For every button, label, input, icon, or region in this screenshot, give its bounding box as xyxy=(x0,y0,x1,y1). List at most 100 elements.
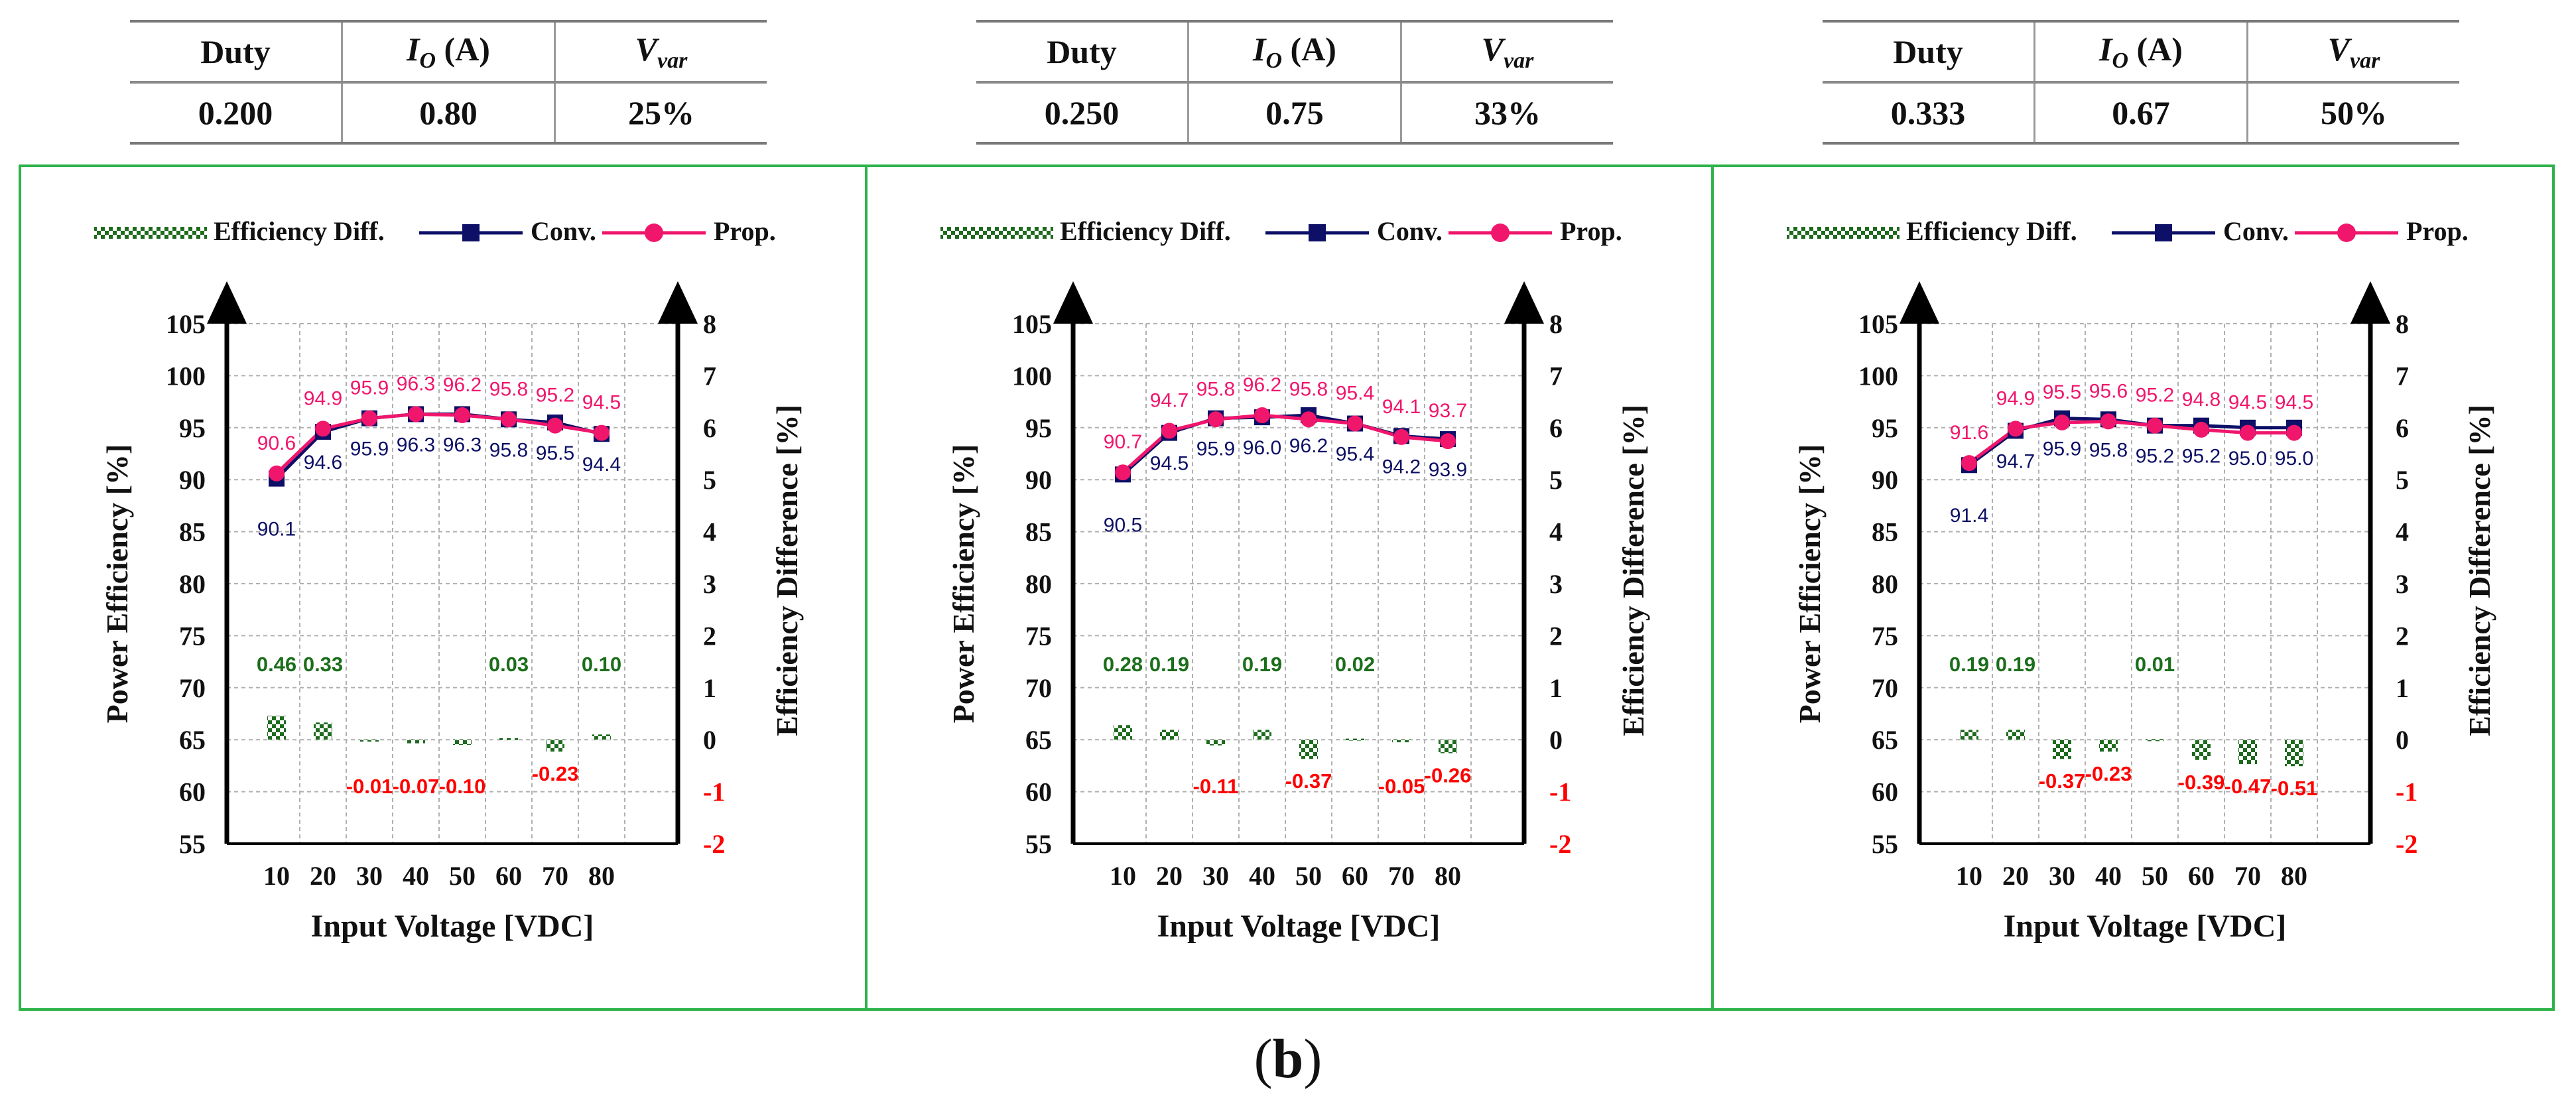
conv-data-label: 95.9 xyxy=(350,438,389,460)
prop-point xyxy=(2286,424,2302,441)
parameter-table-3: Duty IO (A) Vvar 0.333 0.67 50% xyxy=(1823,20,2459,145)
x-tick-label: 30 xyxy=(1202,861,1229,891)
legend-prop-marker xyxy=(1491,224,1510,242)
x-tick-label: 10 xyxy=(1956,861,1982,891)
prop-data-label: 95.8 xyxy=(1289,378,1328,400)
legend-prop-label: Prop. xyxy=(1560,216,1622,246)
header-duty: Duty xyxy=(200,33,271,70)
diff-bar xyxy=(267,716,286,740)
y-axis-left-arrow xyxy=(207,281,247,324)
y-tick-label: 105 xyxy=(1012,309,1052,339)
cell-duty: 0.250 xyxy=(1044,94,1120,131)
y-tick-label: 105 xyxy=(166,309,206,339)
diff-data-label: 0.19 xyxy=(1949,653,1989,676)
legend: Efficiency Diff. Conv. Prop. xyxy=(940,216,1622,246)
y-tick-label: 65 xyxy=(1872,725,1898,755)
y-tick-label: 100 xyxy=(1012,361,1052,391)
conv-data-label: 95.4 xyxy=(1336,444,1374,466)
x-tick-label: 60 xyxy=(495,861,522,891)
x-tick-label: 60 xyxy=(2188,861,2215,891)
y2-tick-label: 5 xyxy=(1549,465,1563,495)
y2-tick-label: 7 xyxy=(703,361,716,391)
y2-tick-label: -1 xyxy=(703,777,725,807)
x-axis-title: Input Voltage [VDC] xyxy=(1157,909,1441,944)
x-tick-label: 20 xyxy=(310,861,336,891)
prop-data-label: 95.9 xyxy=(350,377,389,399)
x-tick-label: 70 xyxy=(542,861,568,891)
conv-data-label: 96.3 xyxy=(443,434,482,456)
prop-data-label: 95.8 xyxy=(489,378,528,400)
y2-tick-label: 5 xyxy=(2396,465,2409,495)
prop-data-label: 90.7 xyxy=(1104,431,1142,453)
legend-conv-marker xyxy=(2155,224,2172,241)
diff-bar xyxy=(1114,725,1132,740)
prop-point xyxy=(1440,433,1456,450)
y2-tick-label: 0 xyxy=(2396,725,2409,755)
legend: Efficiency Diff. Conv. Prop. xyxy=(94,216,776,246)
legend-diff-swatch xyxy=(94,227,207,239)
y-tick-label: 85 xyxy=(179,517,206,547)
x-axis-title: Input Voltage [VDC] xyxy=(311,909,594,944)
y-tick-label: 85 xyxy=(1025,517,1052,547)
x-tick-label: 20 xyxy=(2002,861,2029,891)
prop-data-label: 95.6 xyxy=(2089,380,2128,402)
conv-data-label: 94.5 xyxy=(1150,453,1189,475)
diff-data-label: -0.37 xyxy=(2039,769,2086,793)
conv-data-label: 94.6 xyxy=(304,452,342,474)
prop-point xyxy=(2193,421,2209,438)
y-tick-label: 90 xyxy=(179,465,206,495)
prop-data-label: 93.7 xyxy=(1429,400,1467,422)
legend: Efficiency Diff. Conv. Prop. xyxy=(1787,216,2469,246)
diff-data-label: -0.37 xyxy=(1285,769,1332,793)
diff-bar xyxy=(1206,740,1225,746)
y-tick-label: 105 xyxy=(1858,309,1898,339)
conv-data-label: 95.9 xyxy=(1196,438,1235,460)
cell-output-current: 0.67 xyxy=(2033,82,2248,143)
conv-data-label: 96.0 xyxy=(1243,437,1281,459)
y2-tick-label: 0 xyxy=(703,725,716,755)
y2-axis-title: Efficiency Difference [%] xyxy=(2463,405,2496,736)
diff-bar xyxy=(1253,730,1271,740)
legend-prop-label: Prop. xyxy=(2406,216,2469,246)
legend-conv-marker xyxy=(1309,224,1326,241)
prop-point xyxy=(361,410,377,426)
cell-duty: 0.200 xyxy=(198,94,273,131)
legend-diff-label: Efficiency Diff. xyxy=(214,216,385,246)
y2-tick-label: 4 xyxy=(703,517,716,547)
y2-tick-label: 1 xyxy=(1549,673,1563,703)
header-duty: Duty xyxy=(1047,33,1117,70)
diff-data-label: 0.46 xyxy=(257,653,296,676)
x-tick-label: 40 xyxy=(1249,861,1275,891)
prop-point xyxy=(1208,411,1224,428)
diff-data-label: -0.07 xyxy=(393,775,440,798)
y-tick-label: 60 xyxy=(1025,777,1052,807)
y2-tick-label: 3 xyxy=(703,569,716,599)
prop-point xyxy=(2100,413,2116,430)
prop-data-label: 94.5 xyxy=(2228,392,2267,414)
y2-tick-label: 7 xyxy=(1549,361,1563,391)
cell-vvar: 25% xyxy=(554,82,767,143)
y2-tick-label: 4 xyxy=(1549,517,1563,547)
legend-conv-label: Conv. xyxy=(531,216,596,246)
x-axis-title: Input Voltage [VDC] xyxy=(2004,909,2287,944)
y2-tick-label: -1 xyxy=(1549,777,1571,807)
legend-diff-swatch xyxy=(1787,227,1900,239)
x-tick-label: 40 xyxy=(2095,861,2122,891)
legend-prop-marker xyxy=(645,224,663,242)
conv-data-label: 90.5 xyxy=(1104,514,1142,536)
y-axis-title: Power Efficiency [%] xyxy=(1793,444,1827,724)
prop-data-label: 94.8 xyxy=(2182,389,2221,411)
diff-data-label: -0.05 xyxy=(1378,775,1425,798)
legend-conv-label: Conv. xyxy=(1377,216,1443,246)
y-tick-label: 60 xyxy=(179,777,206,807)
y-tick-label: 90 xyxy=(1872,465,1898,495)
cell-vvar: 33% xyxy=(1400,82,1613,143)
x-tick-label: 10 xyxy=(263,861,290,891)
conv-data-label: 95.5 xyxy=(536,442,574,464)
conv-data-label: 96.2 xyxy=(1289,435,1328,457)
y2-tick-label: 3 xyxy=(1549,569,1563,599)
y-axis-right-arrow xyxy=(658,281,698,324)
conv-data-label: 95.2 xyxy=(2136,446,2174,468)
diff-data-label: -0.10 xyxy=(439,775,486,798)
efficiency-chart-3: Efficiency Diff. Conv. Prop.55606570758085… xyxy=(1787,216,2496,944)
